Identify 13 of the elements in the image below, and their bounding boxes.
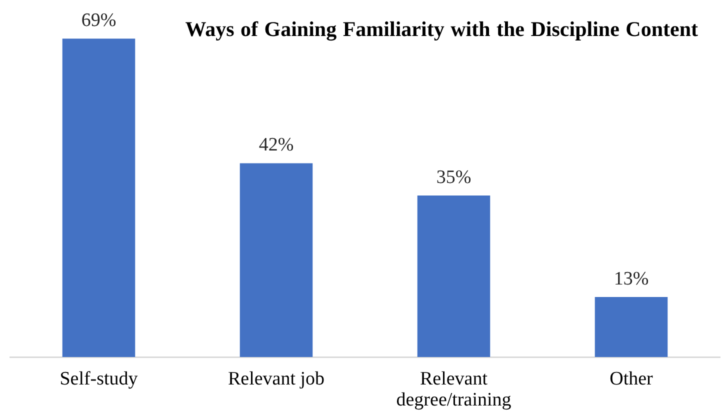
bar xyxy=(594,297,668,357)
bar xyxy=(62,38,136,357)
x-tick-label: Self-study xyxy=(60,368,138,390)
x-tick-label: Relevant degree/training xyxy=(396,368,512,410)
x-tick-label: Other xyxy=(610,368,654,390)
data-label: 42% xyxy=(258,134,294,156)
data-label: 35% xyxy=(436,166,472,188)
data-label: 13% xyxy=(614,268,649,290)
chart-title: Ways of Gaining Familiarity with the Discipline Content xyxy=(185,17,698,42)
data-label: 69% xyxy=(81,10,116,32)
bar xyxy=(240,163,313,357)
x-tick-label: Relevant job xyxy=(228,368,325,390)
bar xyxy=(417,196,490,357)
